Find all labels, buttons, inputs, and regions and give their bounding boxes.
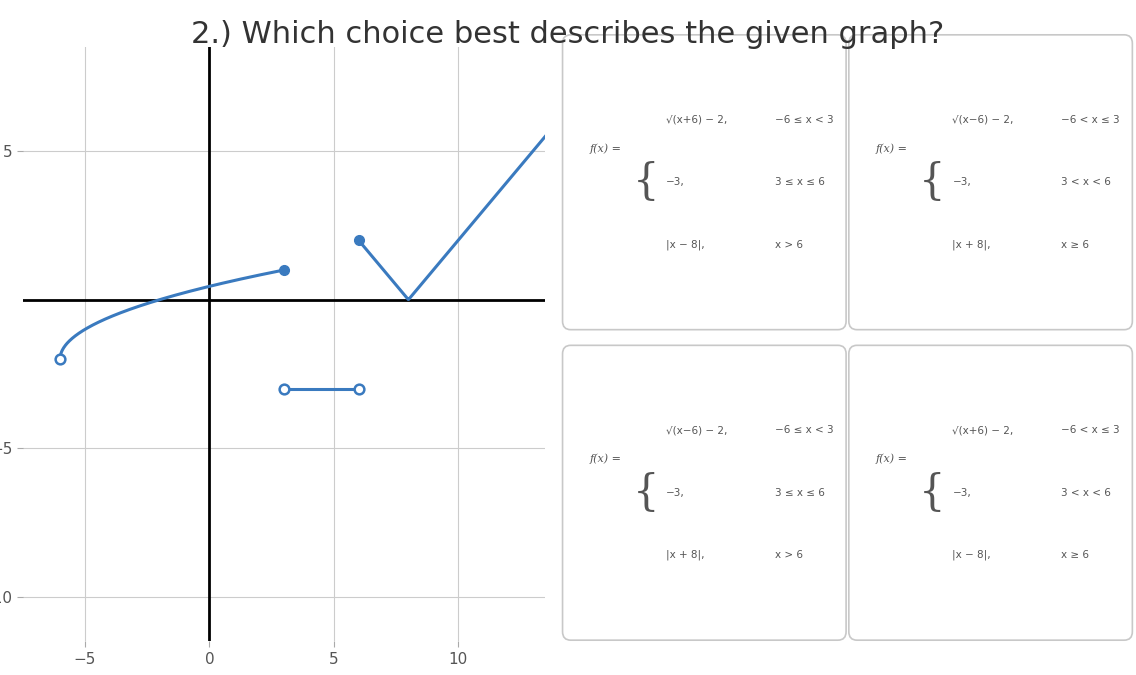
FancyBboxPatch shape	[849, 346, 1133, 640]
Text: −6 ≤ x < 3: −6 ≤ x < 3	[775, 115, 834, 125]
Text: 3 ≤ x ≤ 6: 3 ≤ x ≤ 6	[775, 488, 825, 497]
Text: |x − 8|,: |x − 8|,	[952, 550, 991, 560]
Text: −3,: −3,	[952, 488, 971, 497]
Text: x ≥ 6: x ≥ 6	[1061, 550, 1089, 560]
Text: {: {	[633, 472, 659, 514]
Text: f(x) =: f(x) =	[590, 454, 621, 464]
Text: −6 < x ≤ 3: −6 < x ≤ 3	[1061, 115, 1120, 125]
Text: |x + 8|,: |x + 8|,	[666, 550, 704, 560]
Text: −6 < x ≤ 3: −6 < x ≤ 3	[1061, 425, 1120, 435]
Text: −3,: −3,	[666, 488, 685, 497]
Text: √(x+6) − 2,: √(x+6) − 2,	[666, 115, 727, 125]
Text: −6 ≤ x < 3: −6 ≤ x < 3	[775, 425, 834, 435]
Text: x ≥ 6: x ≥ 6	[1061, 240, 1089, 250]
Text: −3,: −3,	[666, 178, 685, 187]
Text: x > 6: x > 6	[775, 550, 803, 560]
Text: 3 ≤ x ≤ 6: 3 ≤ x ≤ 6	[775, 178, 825, 187]
FancyBboxPatch shape	[849, 35, 1133, 329]
Text: {: {	[919, 161, 945, 203]
Text: √(x+6) − 2,: √(x+6) − 2,	[952, 425, 1013, 435]
Text: x > 6: x > 6	[775, 240, 803, 250]
FancyBboxPatch shape	[562, 35, 846, 329]
Text: {: {	[633, 161, 659, 203]
Text: −3,: −3,	[952, 178, 971, 187]
Text: f(x) =: f(x) =	[876, 143, 908, 153]
Text: |x − 8|,: |x − 8|,	[666, 240, 704, 250]
Text: √(x−6) − 2,: √(x−6) − 2,	[952, 115, 1013, 125]
Text: {: {	[919, 472, 945, 514]
Text: 3 < x < 6: 3 < x < 6	[1061, 488, 1111, 497]
Text: f(x) =: f(x) =	[590, 143, 621, 153]
Text: √(x−6) − 2,: √(x−6) − 2,	[666, 425, 727, 435]
Text: 3 < x < 6: 3 < x < 6	[1061, 178, 1111, 187]
Text: 2.) Which choice best describes the given graph?: 2.) Which choice best describes the give…	[191, 20, 945, 49]
Text: |x + 8|,: |x + 8|,	[952, 240, 991, 250]
FancyBboxPatch shape	[562, 346, 846, 640]
Text: f(x) =: f(x) =	[876, 454, 908, 464]
